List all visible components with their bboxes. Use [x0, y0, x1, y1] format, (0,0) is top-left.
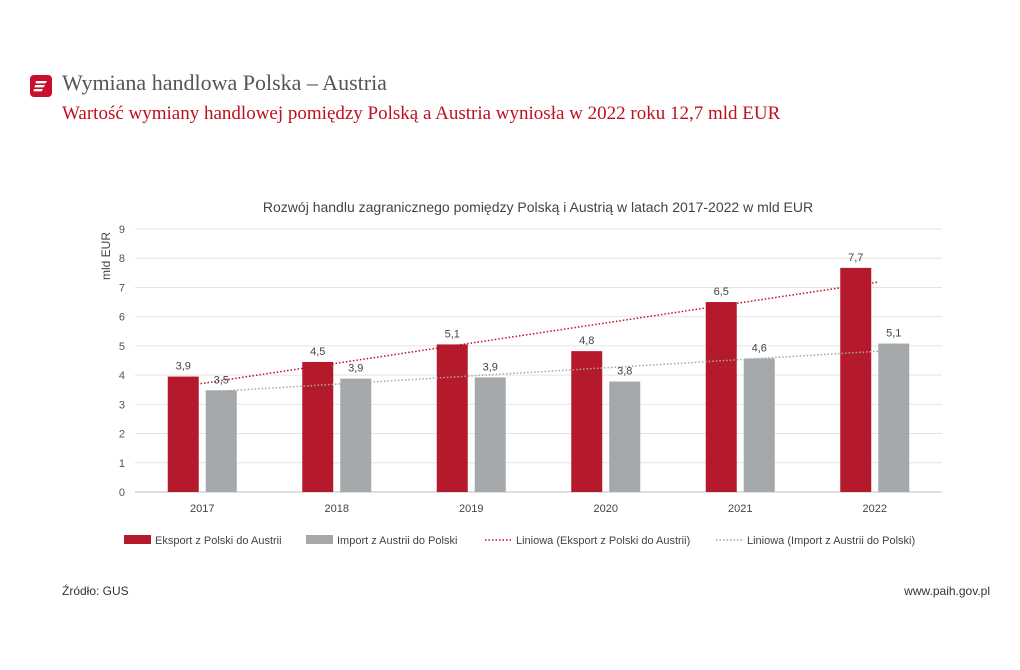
- y-tick-label: 7: [119, 282, 125, 294]
- legend-item-eksport-label: Eksport z Polski do Austrii: [155, 535, 282, 547]
- bar-import: [609, 381, 641, 492]
- data-label: 3,9: [348, 363, 363, 375]
- data-label: 7,7: [848, 252, 863, 264]
- x-tick-label: 2021: [728, 503, 752, 515]
- bar-eksport: [705, 302, 737, 492]
- bar-import: [743, 358, 775, 492]
- page-subtitle: Wartość wymiany handlowej pomiędzy Polsk…: [62, 103, 781, 124]
- legend-item-trend-import-label: Liniowa (Import z Austrii do Polski): [747, 535, 915, 547]
- website-link[interactable]: www.paih.gov.pl: [904, 584, 990, 598]
- bar-import: [205, 390, 237, 492]
- trendline-eksport: [183, 281, 878, 387]
- y-axis-label: mld EUR: [99, 232, 113, 280]
- bar-eksport: [167, 376, 199, 492]
- bar-eksport: [840, 267, 872, 492]
- data-label: 3,5: [214, 374, 229, 386]
- data-label: 5,1: [886, 328, 901, 340]
- data-label: 4,8: [579, 335, 594, 347]
- y-tick-label: 0: [119, 487, 125, 499]
- data-label: 4,5: [310, 346, 325, 358]
- data-label: 3,8: [617, 366, 632, 378]
- paih-logo-icon: [30, 75, 52, 97]
- x-tick-label: 2020: [594, 503, 618, 515]
- page-title: Wymiana handlowa Polska – Austria: [62, 70, 387, 95]
- source-note: Źródło: GUS: [62, 584, 129, 598]
- y-tick-label: 2: [119, 429, 125, 441]
- data-label: 4,6: [752, 342, 767, 354]
- x-tick-label: 2022: [863, 503, 887, 515]
- trendline-import: [205, 349, 894, 393]
- legend-item-import-label: Import z Austrii do Polski: [337, 535, 457, 547]
- y-tick-label: 8: [119, 253, 125, 265]
- x-tick-label: 2018: [325, 503, 349, 515]
- data-label: 3,9: [176, 361, 191, 373]
- y-tick-label: 6: [119, 312, 125, 324]
- data-label: 3,9: [483, 361, 498, 373]
- bar-import: [474, 377, 506, 492]
- legend-item-import-swatch: [306, 535, 333, 544]
- y-tick-label: 9: [119, 224, 125, 236]
- bar-eksport: [302, 361, 334, 492]
- chart-title: Rozwój handlu zagranicznego pomiędzy Pol…: [263, 199, 813, 215]
- legend-item-eksport-swatch: [124, 535, 151, 544]
- y-tick-label: 1: [119, 458, 125, 470]
- bar-eksport: [571, 351, 603, 492]
- data-label: 6,5: [714, 286, 729, 298]
- x-tick-label: 2019: [459, 503, 483, 515]
- data-label: 5,1: [445, 328, 460, 340]
- y-tick-label: 3: [119, 399, 125, 411]
- bar-import: [340, 378, 372, 492]
- x-tick-label: 2017: [190, 503, 214, 515]
- bar-import: [878, 343, 910, 492]
- y-tick-label: 4: [119, 370, 125, 382]
- bar-eksport: [436, 344, 468, 492]
- y-tick-label: 5: [119, 341, 125, 353]
- legend-item-trend-eksport-label: Liniowa (Eksport z Polski do Austrii): [516, 535, 690, 547]
